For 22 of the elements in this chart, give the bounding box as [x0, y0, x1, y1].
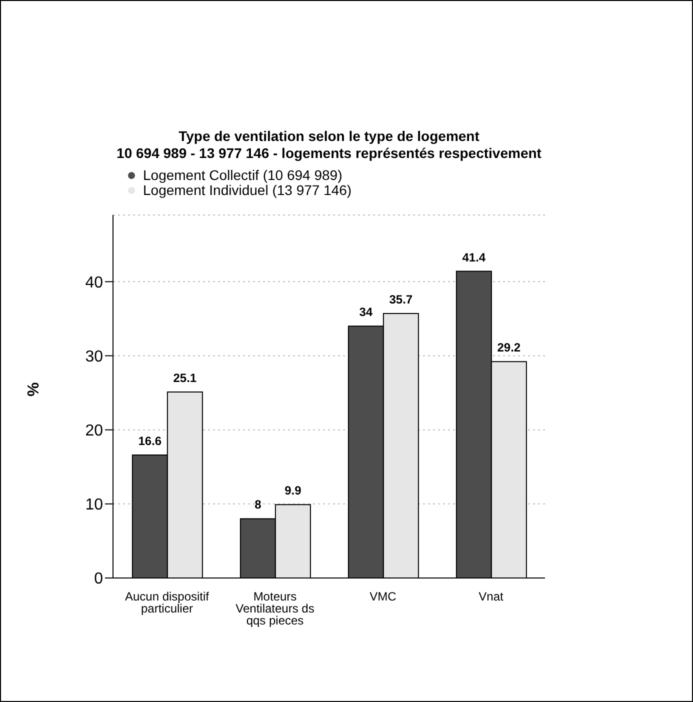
x-tick-label: Moteurs Ventilateurs ds qqs pieces	[236, 590, 314, 628]
data-label: 29.2	[497, 340, 521, 355]
legend-label: Logement Collectif (10 694 989)	[143, 167, 342, 183]
y-axis-title: %	[26, 382, 43, 396]
x-tick-label: Vnat	[478, 590, 504, 604]
y-tick-label: 10	[85, 496, 104, 514]
y-tick-label: 0	[94, 570, 104, 588]
data-label: 16.6	[138, 434, 162, 448]
data-label: 41.4	[462, 250, 486, 264]
data-label: 9.9	[284, 484, 302, 498]
y-tick-label: 30	[85, 348, 104, 366]
data-label: 35.7	[389, 292, 413, 307]
x-tick-label: VMC	[370, 590, 397, 604]
y-tick-label: 40	[85, 274, 104, 292]
x-tick-label: Aucun dispositif particulier	[124, 590, 210, 616]
data-label: 8	[254, 498, 262, 512]
data-label: 25.1	[173, 371, 197, 386]
chart-subtitle: 10 694 989 - 13 977 146 - logements représentés respectivement	[116, 145, 542, 162]
y-tick-label: 20	[85, 422, 104, 440]
legend-label: Logement Individuel (13 977 146)	[143, 182, 352, 198]
data-label: 34	[359, 305, 373, 320]
chart-title: Type de ventilation selon le type de logement	[178, 128, 480, 145]
